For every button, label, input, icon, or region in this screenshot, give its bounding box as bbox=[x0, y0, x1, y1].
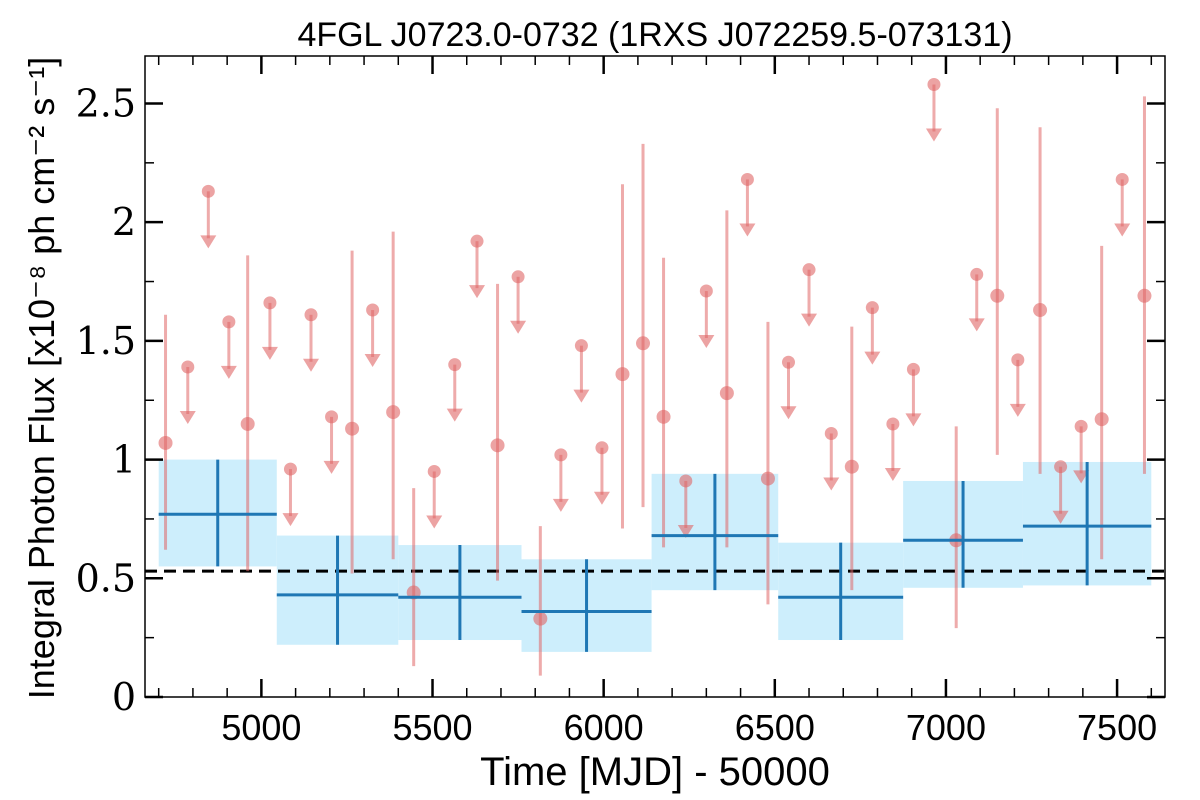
y-tick-label: 2.5 bbox=[76, 81, 136, 125]
upper-limit-arrowhead bbox=[220, 365, 237, 379]
detection-point bbox=[158, 435, 173, 450]
upper-limit-arrowhead bbox=[823, 477, 840, 491]
upper-limit-arrowhead bbox=[905, 413, 922, 427]
upper-limit-arrowhead bbox=[261, 346, 278, 360]
upper-limit-arrowhead bbox=[884, 467, 901, 481]
upper-limit-point bbox=[427, 464, 441, 478]
upper-limit-point bbox=[304, 308, 318, 322]
y-axis-ticks: 0 0.5 1 1.5 2 2.5 bbox=[76, 81, 1165, 719]
y-tick-label: 0.5 bbox=[76, 556, 136, 600]
detection-point bbox=[345, 421, 360, 436]
upper-limit-point bbox=[1115, 172, 1129, 186]
upper-limit-point bbox=[574, 339, 588, 353]
upper-limit-arrowhead bbox=[364, 354, 381, 368]
upper-limit-arrowhead bbox=[179, 411, 196, 425]
chart-title: 4FGL J0723.0-0732 (1RXS J072259.5-073131… bbox=[297, 16, 1012, 54]
upper-limit-point bbox=[263, 296, 277, 310]
detection-point bbox=[719, 386, 734, 401]
detection-point bbox=[386, 405, 401, 420]
upper-limit-point bbox=[865, 301, 879, 315]
upper-limit-point bbox=[222, 315, 236, 329]
upper-limit-point bbox=[1074, 419, 1088, 433]
detection-point bbox=[490, 438, 505, 453]
detection-point bbox=[1094, 412, 1109, 427]
detection-point bbox=[533, 611, 548, 626]
upper-limit-arrowhead bbox=[303, 358, 320, 372]
upper-limit-point bbox=[554, 448, 568, 462]
upper-limit-point bbox=[325, 410, 339, 424]
x-axis-ticks: 5000 5500 6000 6500 7000 7500 bbox=[157, 56, 1157, 748]
detection-point bbox=[636, 336, 651, 351]
upper-limit-point bbox=[781, 355, 795, 369]
x-tick-label: 5500 bbox=[392, 707, 472, 748]
x-axis-label: Time [MJD] - 50000 bbox=[480, 750, 830, 794]
upper-limit-arrowhead bbox=[1114, 223, 1131, 237]
data-points bbox=[158, 77, 1152, 676]
upper-limit-arrowhead bbox=[780, 406, 797, 420]
upper-limit-point bbox=[366, 303, 380, 317]
y-tick-label: 0 bbox=[112, 675, 136, 719]
x-tick-label: 6500 bbox=[735, 707, 815, 748]
upper-limit-point bbox=[511, 270, 525, 284]
upper-limit-point bbox=[1054, 460, 1068, 474]
upper-limit-point bbox=[802, 263, 816, 277]
x-tick-label: 6000 bbox=[564, 707, 644, 748]
upper-limit-point bbox=[181, 360, 195, 374]
upper-limit-point bbox=[448, 358, 462, 372]
upper-limit-arrowhead bbox=[573, 389, 590, 403]
detection-point bbox=[760, 471, 775, 486]
upper-limit-point bbox=[740, 172, 754, 186]
detection-point bbox=[1137, 288, 1152, 303]
upper-limit-point bbox=[201, 184, 215, 198]
upper-limit-arrowhead bbox=[469, 285, 486, 299]
y-tick-label: 1.5 bbox=[76, 319, 136, 363]
upper-limit-arrowhead bbox=[552, 498, 569, 512]
plot-border bbox=[144, 55, 1166, 698]
upper-limit-arrowhead bbox=[864, 351, 881, 365]
upper-limit-point bbox=[679, 474, 693, 488]
detection-point bbox=[656, 409, 671, 424]
upper-limit-arrowhead bbox=[925, 128, 942, 142]
upper-limit-arrowhead bbox=[698, 335, 715, 349]
upper-limit-point bbox=[824, 426, 838, 440]
x-tick-label: 5000 bbox=[221, 707, 301, 748]
upper-limit-point bbox=[1011, 353, 1025, 367]
detection-point bbox=[615, 367, 630, 382]
upper-limit-arrowhead bbox=[200, 235, 217, 249]
upper-limit-arrowhead bbox=[739, 223, 756, 237]
upper-limit-point bbox=[906, 362, 920, 376]
upper-limit-point bbox=[699, 284, 713, 298]
upper-limit-point bbox=[886, 417, 900, 431]
upper-limit-arrowhead bbox=[510, 320, 527, 334]
x-tick-label: 7000 bbox=[906, 707, 986, 748]
bin-bands bbox=[158, 459, 1152, 652]
upper-limit-point bbox=[283, 462, 297, 476]
detection-point bbox=[240, 416, 255, 431]
upper-limit-arrowhead bbox=[1009, 403, 1026, 417]
upper-limit-arrowhead bbox=[968, 318, 985, 332]
binned-fluxes bbox=[158, 459, 1152, 652]
y-tick-label: 1 bbox=[112, 438, 136, 482]
x-tick-label: 7500 bbox=[1077, 707, 1157, 748]
upper-limit-arrowhead bbox=[801, 313, 818, 327]
upper-limit-point bbox=[970, 267, 984, 281]
upper-limit-arrowhead bbox=[1073, 470, 1090, 484]
upper-limit-point bbox=[470, 234, 484, 248]
upper-limit-arrowhead bbox=[593, 491, 610, 505]
detection-point bbox=[990, 288, 1005, 303]
detection-point bbox=[844, 459, 859, 474]
plot-frame bbox=[144, 55, 1166, 698]
upper-limit-arrowhead bbox=[323, 460, 340, 474]
upper-limit-arrowhead bbox=[426, 515, 443, 529]
upper-limit-arrowhead bbox=[282, 513, 299, 527]
upper-limit-arrowhead bbox=[446, 408, 463, 422]
upper-limit-arrowhead bbox=[1052, 510, 1069, 524]
detection-point bbox=[1033, 303, 1048, 318]
upper-limit-point bbox=[927, 77, 941, 91]
y-axis-label: Integral Photon Flux [x10⁻⁸ ph cm⁻² s⁻¹] bbox=[21, 57, 62, 699]
upper-limit-point bbox=[595, 441, 609, 455]
upper-limit-arrowhead bbox=[677, 524, 694, 538]
y-tick-label: 2 bbox=[112, 200, 136, 244]
